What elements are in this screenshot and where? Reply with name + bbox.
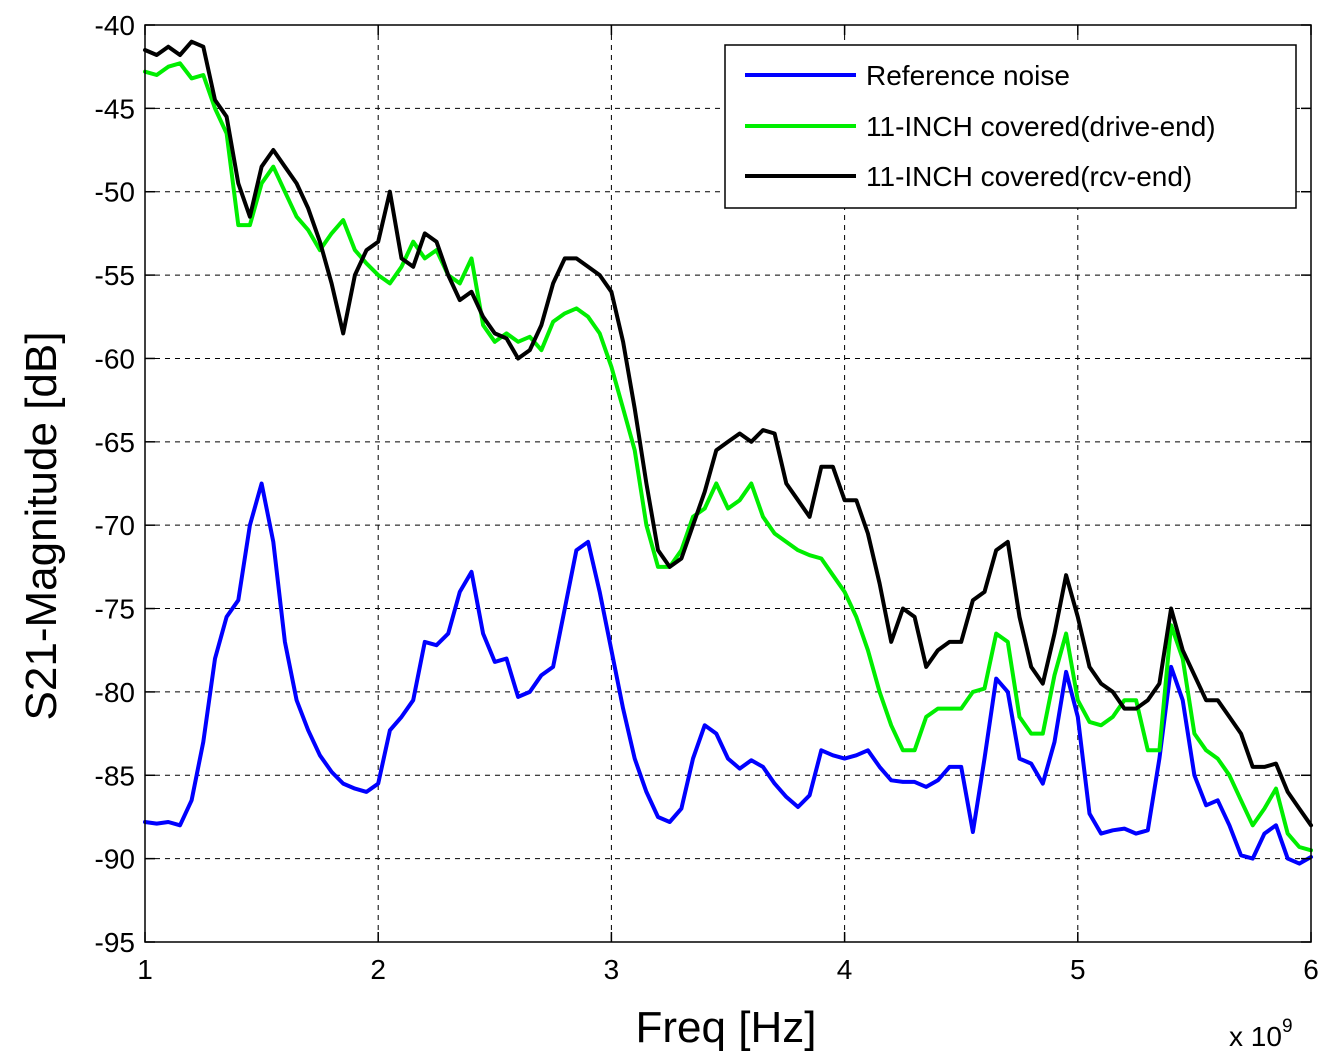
series-line-0 — [143, 481, 1313, 866]
x-tick-label: 6 — [1303, 954, 1319, 985]
axis-ticks — [144, 24, 1312, 943]
legend-label-reference-noise: Reference noise — [866, 60, 1070, 91]
y-tick-label: -90 — [95, 844, 135, 875]
y-tick-label: -85 — [95, 760, 135, 791]
y-tick-label: -50 — [95, 177, 135, 208]
y-tick-labels: -95 -90 -85 -80 -75 -70 -65 -60 -55 -50 -45 -40 — [95, 10, 135, 958]
y-tick-label: -70 — [95, 510, 135, 541]
x-axis-label: Freq [Hz] — [636, 1003, 817, 1052]
x-tick-label: 1 — [137, 954, 153, 985]
series-line-2 — [143, 39, 1313, 828]
x-multiplier-base: x 10 — [1229, 1021, 1282, 1052]
legend-label-rcv-end: 11-INCH covered(rcv-end) — [866, 161, 1192, 192]
y-axis-label: S21-Magnitude [dB] — [17, 332, 66, 721]
y-tick-label: -95 — [95, 927, 135, 958]
legend-label-drive-end: 11-INCH covered(drive-end) — [866, 111, 1216, 142]
x-tick-label: 5 — [1070, 954, 1086, 985]
y-tick-label: -60 — [95, 343, 135, 374]
x-multiplier-label: x 109 — [1229, 1016, 1293, 1052]
y-tick-label: -80 — [95, 677, 135, 708]
x-tick-label: 3 — [604, 954, 620, 985]
x-multiplier-exponent: 9 — [1282, 1016, 1293, 1037]
y-tick-label: -55 — [95, 260, 135, 291]
series-layer — [143, 39, 1313, 866]
x-tick-label: 2 — [370, 954, 386, 985]
y-tick-label: -45 — [95, 93, 135, 124]
series-line-1 — [143, 61, 1313, 853]
y-tick-label: -75 — [95, 594, 135, 625]
legend: Reference noise 11-INCH covered(drive-en… — [724, 44, 1297, 209]
y-tick-label: -65 — [95, 427, 135, 458]
axes-box — [144, 24, 1312, 943]
y-tick-label: -40 — [95, 10, 135, 41]
x-tick-label: 4 — [837, 954, 853, 985]
x-tick-labels: 1 2 3 4 5 6 — [137, 954, 1319, 985]
